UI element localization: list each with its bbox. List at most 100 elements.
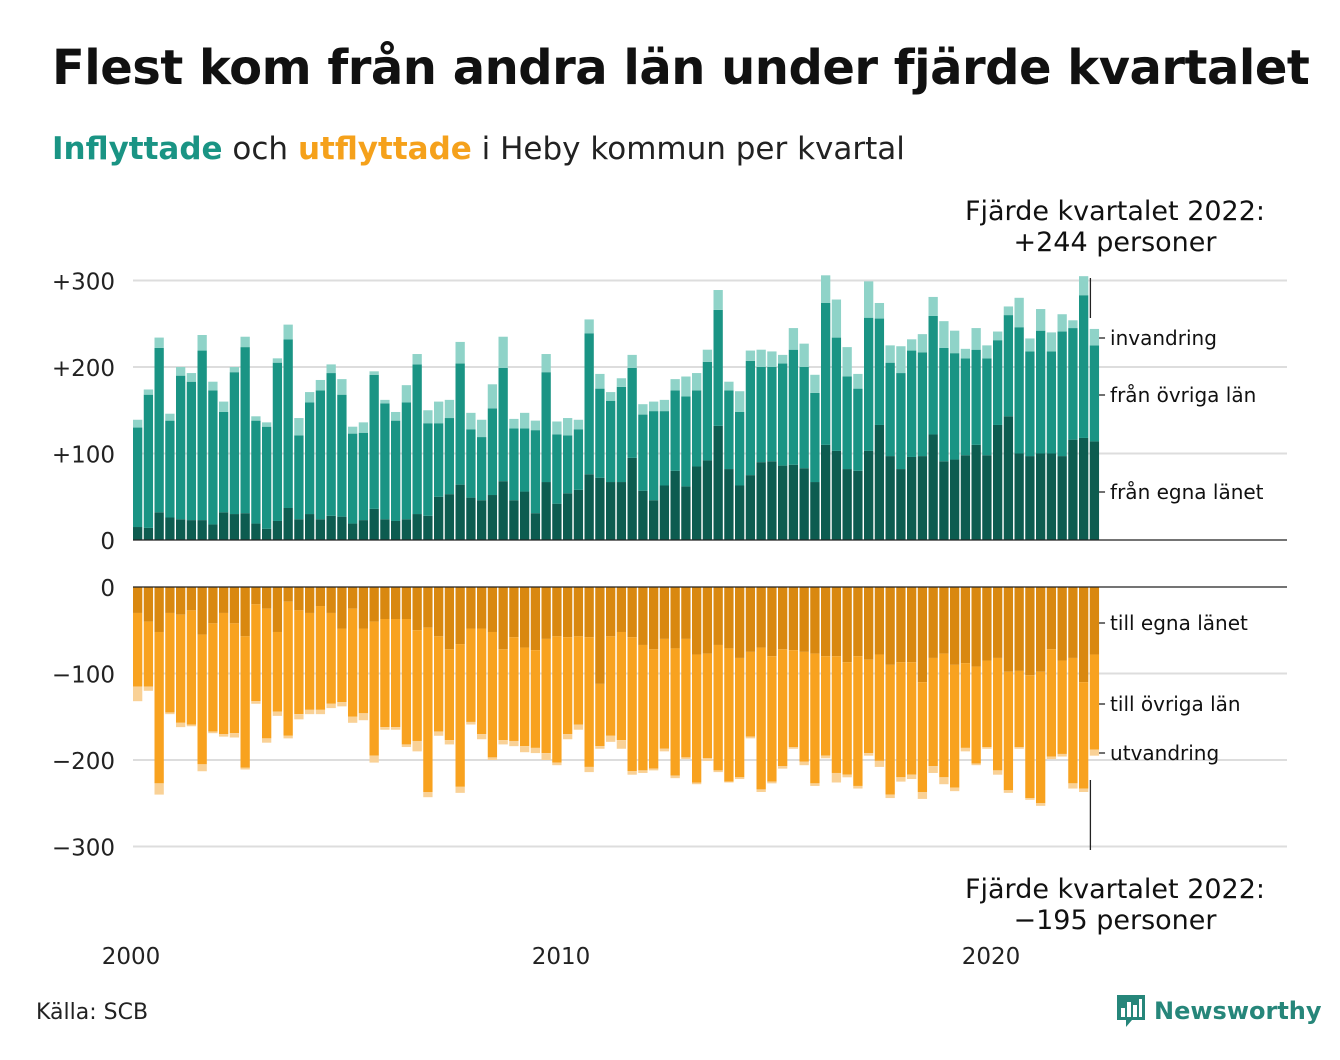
bar-in-fran-ovriga-lan: [305, 402, 315, 515]
bar-in-fran-ovriga-lan: [369, 374, 379, 509]
bar-out-till-ovriga-lan: [208, 623, 218, 732]
bar-in-fran-ovriga-lan: [530, 430, 541, 514]
bar-out-till-egna-lanet: [165, 587, 175, 613]
bar-in-fran-egna-lanet: [154, 512, 164, 540]
bar-out-utvandring: [1068, 783, 1078, 789]
bar-in-fran-ovriga-lan: [133, 427, 143, 528]
bar-out-utvandring: [154, 783, 164, 795]
bar-out-utvandring: [649, 768, 659, 771]
bar-out-utvandring: [1003, 790, 1014, 793]
bar-out-till-egna-lanet: [208, 587, 218, 624]
bar-in-fran-ovriga-lan: [799, 367, 809, 469]
bar-in-invandring: [928, 296, 938, 316]
bar-in-fran-egna-lanet: [305, 514, 315, 540]
bar-in-invandring: [584, 319, 594, 334]
bar-out-utvandring: [917, 792, 928, 799]
bar-in-invandring: [262, 422, 272, 427]
bar-in-invandring: [616, 378, 627, 387]
bar-in-invandring: [756, 349, 766, 367]
bar-in-invandring: [960, 348, 971, 359]
bar-in-invandring: [778, 354, 788, 364]
bar-out-utvandring: [778, 766, 788, 769]
bar-out-till-egna-lanet: [745, 587, 756, 652]
bar-out-till-ovriga-lan: [778, 649, 788, 767]
bar-out-till-ovriga-lan: [756, 647, 766, 790]
bar-in-fran-ovriga-lan: [326, 373, 336, 516]
bar-out-till-ovriga-lan: [444, 649, 455, 741]
bar-out-till-ovriga-lan: [735, 657, 745, 778]
bar-in-fran-egna-lanet: [326, 515, 336, 540]
bar-in-fran-egna-lanet: [724, 469, 734, 540]
bar-in-fran-ovriga-lan: [778, 363, 788, 466]
bar-out-utvandring: [1014, 747, 1024, 749]
bar-out-utvandring: [423, 792, 433, 798]
bar-in-invandring: [1057, 314, 1067, 332]
bar-out-utvandring: [262, 738, 272, 743]
bar-out-till-ovriga-lan: [616, 631, 627, 741]
bar-in-invandring: [401, 385, 412, 403]
bar-in-fran-egna-lanet: [1079, 437, 1089, 540]
bar-in-fran-egna-lanet: [616, 482, 627, 540]
bar-out-till-ovriga-lan: [348, 608, 358, 717]
bar-in-fran-egna-lanet: [487, 495, 498, 540]
bar-out-utvandring: [735, 777, 745, 780]
bar-out-till-ovriga-lan: [272, 631, 283, 712]
bar-in-fran-egna-lanet: [1046, 453, 1057, 540]
bar-out-till-ovriga-lan: [874, 654, 885, 761]
bar-out-till-egna-lanet: [509, 587, 519, 638]
bar-in-fran-egna-lanet: [670, 470, 680, 540]
bar-out-till-ovriga-lan: [186, 610, 197, 725]
bar-in-fran-egna-lanet: [1025, 456, 1035, 540]
bar-out-utvandring: [767, 781, 777, 784]
bar-out-utvandring: [616, 740, 627, 749]
y-tick-bottom: 0: [100, 576, 115, 602]
bar-in-fran-egna-lanet: [262, 528, 272, 540]
bar-out-till-ovriga-lan: [423, 627, 433, 793]
bar-out-utvandring: [745, 736, 756, 739]
bar-out-till-egna-lanet: [713, 587, 723, 645]
bar-out-till-ovriga-lan: [240, 636, 250, 768]
bar-out-till-egna-lanet: [616, 587, 627, 632]
bar-out-till-ovriga-lan: [993, 657, 1003, 771]
bar-in-fran-egna-lanet: [509, 500, 519, 540]
bar-in-fran-ovriga-lan: [477, 437, 487, 501]
bar-out-till-egna-lanet: [649, 587, 659, 650]
bar-in-invandring: [294, 418, 304, 436]
bar-out-till-egna-lanet: [864, 587, 874, 660]
bar-in-fran-egna-lanet: [208, 524, 218, 540]
bar-in-invandring: [692, 373, 702, 391]
bar-in-invandring: [724, 381, 734, 391]
bar-in-fran-egna-lanet: [563, 493, 573, 540]
bar-in-fran-ovriga-lan: [455, 363, 465, 485]
bar-in-invandring: [1036, 309, 1046, 331]
bar-in-fran-egna-lanet: [842, 469, 852, 540]
bar-in-fran-ovriga-lan: [1057, 331, 1067, 457]
newsworthy-logo: Newsworthy: [1116, 993, 1322, 1029]
bar-in-fran-ovriga-lan: [692, 390, 702, 467]
bar-out-till-ovriga-lan: [907, 662, 917, 775]
bar-out-till-egna-lanet: [380, 587, 390, 620]
bar-out-utvandring: [283, 735, 293, 739]
bar-in-fran-egna-lanet: [197, 520, 207, 540]
bar-out-till-egna-lanet: [853, 587, 863, 657]
bar-out-utvandring: [219, 734, 229, 737]
bar-in-fran-egna-lanet: [885, 456, 895, 540]
series-label-in: från övriga län: [1110, 383, 1256, 407]
bar-in-invandring: [315, 379, 326, 391]
bar-out-till-ovriga-lan: [584, 637, 594, 767]
bar-out-till-egna-lanet: [724, 587, 734, 649]
bar-in-invandring: [885, 345, 895, 363]
bar-in-fran-egna-lanet: [369, 508, 379, 540]
y-tick-top: +100: [52, 443, 115, 469]
bar-in-fran-egna-lanet: [272, 520, 283, 540]
annotation-bottom-line2: −195 personer: [1013, 905, 1217, 936]
bar-in-invandring: [713, 290, 723, 310]
bar-in-fran-egna-lanet: [681, 486, 691, 540]
chart-title: Flest kom från andra län under fjärde kv…: [52, 40, 1310, 96]
bar-out-till-egna-lanet: [584, 587, 594, 638]
bar-in-fran-ovriga-lan: [735, 411, 745, 486]
bar-in-invandring: [907, 339, 917, 351]
bar-in-invandring: [477, 419, 487, 438]
y-tick-bottom: −100: [52, 663, 115, 689]
bar-in-fran-egna-lanet: [928, 434, 938, 540]
